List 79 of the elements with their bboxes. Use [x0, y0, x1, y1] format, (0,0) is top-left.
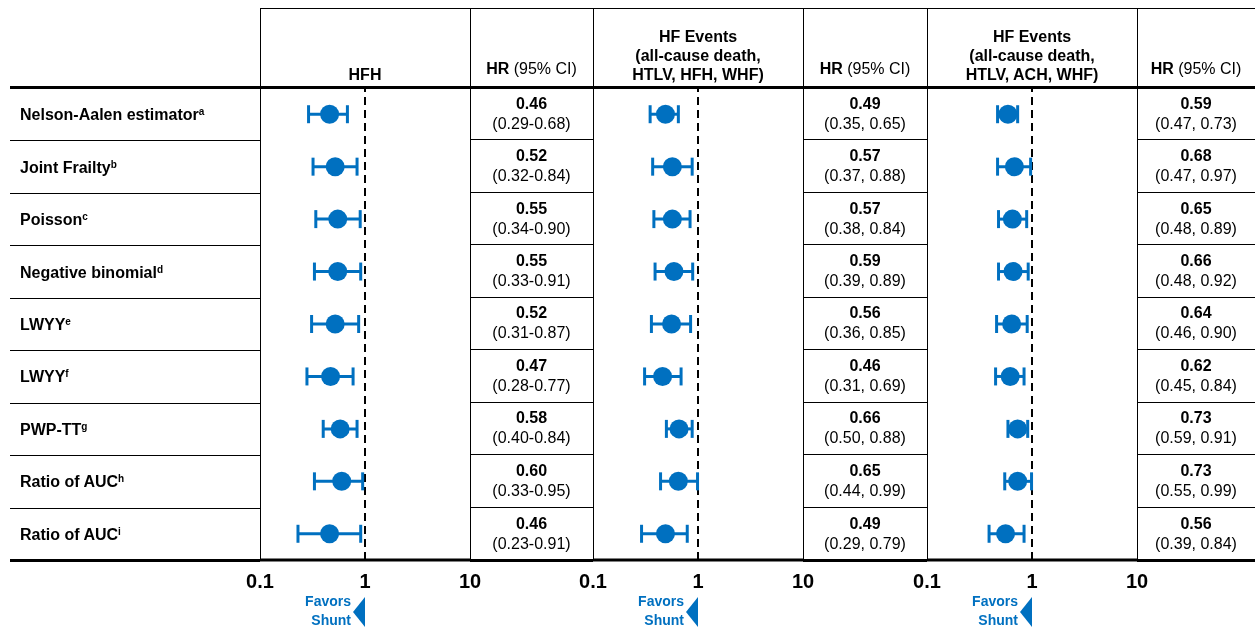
point [1002, 209, 1022, 229]
point [320, 104, 340, 124]
data-label: 0.49 (0.29, 0.79) [824, 513, 906, 554]
data-label: 0.57 (0.37, 0.88) [824, 146, 906, 187]
data-label: 0.52 (0.31-0.87) [492, 303, 571, 344]
y-tick-label: Ratio of AUC$^{h}$ [20, 472, 125, 491]
point [1000, 366, 1020, 386]
data-label: 0.46 (0.29-0.68) [492, 93, 571, 134]
y-tick-label: LWYY$^{e}$ [20, 315, 72, 333]
point [664, 262, 684, 282]
data-label: 0.49 (0.35, 0.65) [824, 93, 906, 134]
x-tick-label: 10 [1125, 570, 1149, 593]
x-tick-label: 1 [359, 570, 371, 593]
y-tick-label: Nelson-Aalen estimator$^{a}$ [20, 105, 205, 124]
y-tick-label: Joint Frailty$^{b}$ [20, 158, 117, 176]
data-label: 0.73 (0.55, 0.99) [1155, 460, 1237, 501]
point [332, 471, 352, 491]
point [328, 209, 348, 229]
data-label: 0.66 (0.48, 0.92) [1155, 251, 1237, 292]
x-tick-label: 0.1 [579, 570, 607, 593]
point [996, 524, 1016, 544]
point [653, 366, 673, 386]
x-tick-label: 0.1 [913, 570, 941, 593]
point [1004, 157, 1024, 177]
data-label: 0.59 (0.39, 0.89) [824, 251, 906, 292]
point [655, 524, 675, 544]
data-label: 0.56 (0.39, 0.84) [1155, 513, 1237, 554]
text: HR (95% CI) [818, 60, 912, 78]
text: HR (95% CI) [1149, 60, 1243, 78]
y-tick-label: LWYY$^{f}$ [20, 367, 70, 386]
y-tick-label: Negative binomial$^{d}$ [20, 263, 164, 281]
data-label: 0.73 (0.59, 0.91) [1155, 408, 1237, 449]
data-label: 0.59 (0.47, 0.73) [1155, 93, 1237, 134]
data-label: 0.66 (0.50, 0.88) [824, 408, 906, 449]
point [655, 104, 675, 124]
point [321, 366, 341, 386]
data-label: 0.52 (0.32-0.84) [492, 146, 571, 187]
point [1008, 471, 1028, 491]
data-label: 0.68 (0.47, 0.97) [1155, 146, 1237, 187]
point [669, 419, 689, 439]
point [1003, 262, 1023, 282]
data-label: 0.55 (0.34-0.90) [492, 198, 571, 239]
data-label: 0.46 (0.23-0.91) [492, 513, 571, 554]
data-label: 0.58 (0.40-0.84) [492, 408, 571, 449]
text: Favors Shunt [971, 592, 1018, 629]
data-label: 0.56 (0.36, 0.85) [824, 303, 906, 344]
point [662, 157, 682, 177]
point [662, 209, 682, 229]
point [320, 524, 340, 544]
data-label: 0.64 (0.46, 0.90) [1155, 303, 1237, 344]
y-tick-label: PWP-TT$^{g}$ [20, 420, 88, 438]
x-tick-label: 1 [692, 570, 704, 593]
data-label: 0.47 (0.28-0.77) [492, 355, 571, 396]
x-tick-label: 10 [458, 570, 482, 593]
text: Favors Shunt [637, 592, 684, 629]
point [325, 157, 345, 177]
data-label: 0.46 (0.31, 0.69) [824, 355, 906, 396]
text: HR (95% CI) [485, 60, 578, 78]
point [662, 314, 682, 334]
x-tick-label: 1 [1026, 570, 1038, 593]
chart-title: HF Events (all-cause death, HTLV, ACH, WHF) [965, 28, 1099, 83]
data-label: 0.57 (0.38, 0.84) [824, 198, 906, 239]
point [668, 471, 688, 491]
data-label: 0.62 (0.45, 0.84) [1155, 355, 1237, 396]
x-tick-label: 0.1 [246, 570, 274, 593]
data-label: 0.60 (0.33-0.95) [492, 460, 571, 501]
data-label: 0.65 (0.48, 0.89) [1155, 198, 1237, 239]
point [328, 262, 348, 282]
data-label: 0.65 (0.44, 0.99) [824, 460, 906, 501]
text: Favors Shunt [304, 592, 351, 629]
data-label: 0.55 (0.33-0.91) [492, 251, 571, 292]
y-tick-label: Ratio of AUC$^{i}$ [20, 525, 122, 543]
point [1002, 314, 1022, 334]
chart-title: HF Events (all-cause death, HTLV, HFH, WHF) [632, 28, 764, 83]
chart-title: HFH [348, 66, 382, 83]
point [325, 314, 345, 334]
point [330, 419, 350, 439]
x-tick-label: 10 [791, 570, 815, 593]
y-tick-label: Poisson$^{c}$ [20, 210, 89, 229]
